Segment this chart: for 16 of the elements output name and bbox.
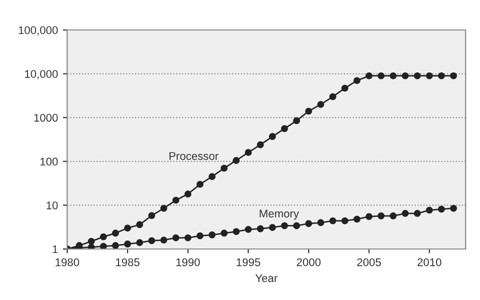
y-tick-label: 1000 bbox=[34, 114, 58, 122]
x-tick-label: 1995 bbox=[236, 258, 260, 266]
series-label: Memory bbox=[260, 210, 299, 220]
y-tick-label: 10 bbox=[46, 201, 58, 210]
y-tick-label: 1 bbox=[52, 245, 58, 254]
series-label: Processor bbox=[169, 152, 218, 160]
x-axis-title: Year bbox=[255, 274, 278, 282]
y-tick-label: 10,000 bbox=[25, 70, 58, 80]
x-tick-label: 2000 bbox=[296, 258, 321, 266]
x-tick-label: 1980 bbox=[56, 258, 80, 266]
y-tick-label: 100 bbox=[40, 158, 58, 166]
x-tick-label: 2010 bbox=[418, 258, 442, 266]
y-tick-label: 100,000 bbox=[18, 26, 58, 36]
x-tick-label: 1990 bbox=[176, 258, 200, 266]
x-tick-label: 2005 bbox=[357, 258, 381, 266]
x-tick-label: 1985 bbox=[116, 258, 140, 266]
